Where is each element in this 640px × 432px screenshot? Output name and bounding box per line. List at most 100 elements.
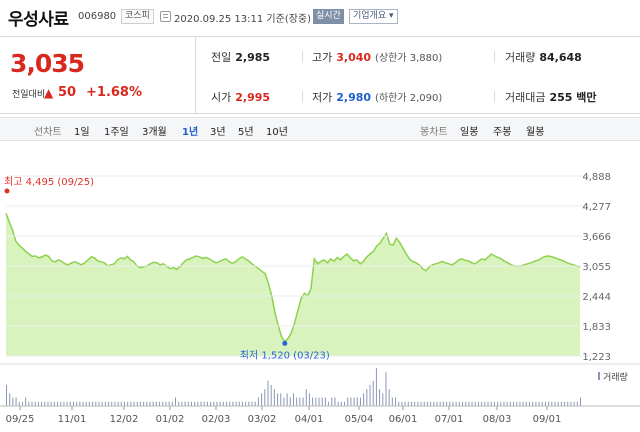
stock-name: 우성사료 — [8, 10, 69, 30]
volume-bar — [353, 397, 355, 406]
y-tick-label: 4,277 — [582, 202, 611, 213]
high-value: 3,040 — [336, 51, 372, 64]
tab-3m[interactable]: 3개월 — [142, 127, 167, 138]
x-tick-label: 07/01 — [435, 414, 464, 425]
trade-value: 거래대금 255 백만 — [505, 89, 597, 105]
volume-bar — [31, 401, 33, 406]
volume-bar — [57, 401, 59, 406]
high-price: 고가 3,040 (상한가 3,880) — [312, 49, 442, 65]
y-tick-label: 1,833 — [582, 322, 611, 333]
volume-bar — [149, 401, 151, 406]
volume-label: 거래량 — [505, 51, 536, 64]
volume-bar — [15, 397, 17, 406]
high-marker — [4, 188, 10, 194]
volume-bar — [407, 401, 409, 406]
tab-1y[interactable]: 1년 — [182, 127, 199, 138]
price-line — [5, 212, 581, 343]
volume-bar — [299, 397, 301, 406]
volume-bar — [359, 397, 361, 406]
volume-bar — [238, 401, 240, 406]
tab-3y[interactable]: 3년 — [210, 127, 226, 138]
volume-bar — [404, 401, 406, 406]
volume-bar — [194, 401, 196, 406]
realtime-button[interactable]: 실시간 — [313, 9, 344, 24]
volume-bar — [277, 393, 279, 406]
volume-bar — [79, 401, 81, 406]
volume-bar — [337, 401, 339, 406]
volume-bar — [168, 401, 170, 406]
tab-weekly[interactable]: 주봉 — [493, 127, 512, 138]
volume-bar — [133, 401, 135, 406]
divider — [302, 51, 303, 63]
y-axis: 4,888 4,277 3,666 3,055 2,444 1,833 1,223 — [6, 172, 611, 363]
volume-bar — [484, 401, 486, 406]
volume-bar — [206, 401, 208, 406]
volume-bar — [241, 401, 243, 406]
volume-bar — [423, 401, 425, 406]
chart-period-tabs: 선차트 1일 1주일 3개월 1년 3년 5년 10년 봉차트 일봉 주봉 월봉 — [0, 117, 640, 141]
line-chart-label: 선차트 — [34, 127, 62, 138]
low-label: 저가 — [312, 91, 333, 104]
volume-bar — [95, 401, 97, 406]
tab-5y[interactable]: 5년 — [238, 127, 254, 138]
volume-bar — [264, 389, 266, 406]
volume-bar — [449, 401, 451, 406]
volume-bar — [9, 393, 11, 406]
volume-bar — [458, 401, 460, 406]
x-tick-label: 03/02 — [248, 414, 277, 425]
x-tick-label: 09/01 — [533, 414, 562, 425]
low-annotation: 최저 1,520 (03/23) — [240, 349, 330, 361]
volume-bar — [37, 401, 39, 406]
volume-legend-marker — [598, 372, 600, 380]
volume-bar — [213, 401, 215, 406]
volume-bar — [261, 393, 263, 406]
volume-bar — [350, 397, 352, 406]
volume-bar — [541, 401, 543, 406]
volume-bar — [506, 401, 508, 406]
volume-bar — [388, 389, 390, 406]
volume-bar — [516, 401, 518, 406]
volume-bar — [280, 393, 282, 406]
volume-bar — [430, 401, 432, 406]
volume-bar — [114, 401, 116, 406]
change-rate: +1.68% — [86, 85, 142, 100]
volume-bar — [85, 401, 87, 406]
price-chart-svg: 4,888 4,277 3,666 3,055 2,444 1,833 1,223 09/2… — [0, 172, 640, 425]
volume-bar — [321, 397, 323, 406]
volume-bar — [60, 401, 62, 406]
volume-bar — [557, 401, 559, 406]
volume-bar — [344, 401, 346, 406]
x-axis: 09/25 11/01 12/02 01/02 02/03 03/02 04/01 05/04… — [6, 406, 562, 425]
tab-daily[interactable]: 일봉 — [460, 127, 479, 138]
y-tick-label: 3,055 — [582, 262, 611, 273]
volume-bar — [267, 380, 269, 406]
x-tick-label: 06/01 — [389, 414, 418, 425]
volume-bar — [474, 401, 476, 406]
volume-bar — [302, 397, 304, 406]
tab-monthly[interactable]: 월봉 — [526, 127, 545, 138]
volume-bar — [101, 401, 103, 406]
quote-datetime: 2020.09.25 13:11 기준(장중) — [174, 14, 312, 25]
volume-bar — [334, 397, 336, 406]
volume-bar — [401, 401, 403, 406]
volume-bar — [273, 389, 275, 406]
tab-1d[interactable]: 1일 — [74, 127, 90, 138]
volume-bar — [34, 401, 36, 406]
tab-1w[interactable]: 1주일 — [104, 127, 129, 138]
volume-bar — [28, 401, 30, 406]
open-price: 시가 2,995 — [211, 89, 270, 105]
volume-bar — [175, 397, 177, 406]
volume-bar — [136, 401, 138, 406]
volume-bar — [503, 401, 505, 406]
stock-header: 우성사료 006980 코스피 2020.09.25 13:11 기준(장중) … — [0, 0, 640, 34]
volume-bar — [452, 401, 454, 406]
volume-bar — [490, 401, 492, 406]
up-arrow-icon: ▲ — [44, 86, 54, 100]
tab-10y[interactable]: 10년 — [266, 127, 288, 138]
company-info-dropdown[interactable]: 기업개요 ▾ — [349, 9, 398, 24]
volume-bar — [497, 401, 499, 406]
current-price: 3,035 — [10, 49, 85, 78]
volume-bar — [98, 401, 100, 406]
trade-value-label: 거래대금 — [505, 91, 546, 104]
volume-bar — [293, 393, 294, 406]
